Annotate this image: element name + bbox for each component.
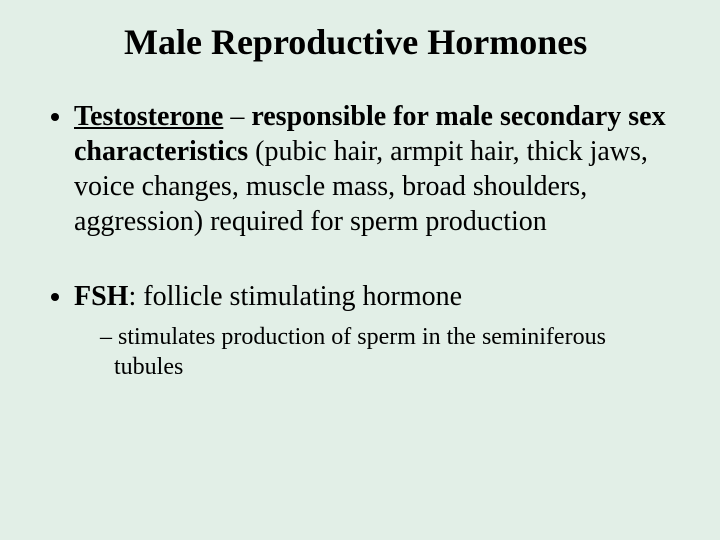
bullet-rest: follicle stimulating hormone [143, 281, 462, 312]
bullet-item: FSH: follicle stimulating hormone stimul… [74, 279, 676, 382]
slide: Male Reproductive Hormones Testosterone … [0, 0, 720, 540]
sub-bullet-item: stimulates production of sperm in the se… [100, 322, 676, 382]
bullet-term: FSH [74, 281, 128, 312]
slide-title: Male Reproductive Hormones [124, 22, 676, 63]
bullet-sep: – [223, 101, 251, 132]
bullet-item: Testosterone – responsible for male seco… [74, 99, 676, 239]
bullet-term: Testosterone [74, 101, 223, 132]
bullet-sep: : [128, 281, 143, 312]
sub-bullet-list: stimulates production of sperm in the se… [74, 322, 676, 382]
bullet-list: Testosterone – responsible for male seco… [44, 99, 676, 382]
